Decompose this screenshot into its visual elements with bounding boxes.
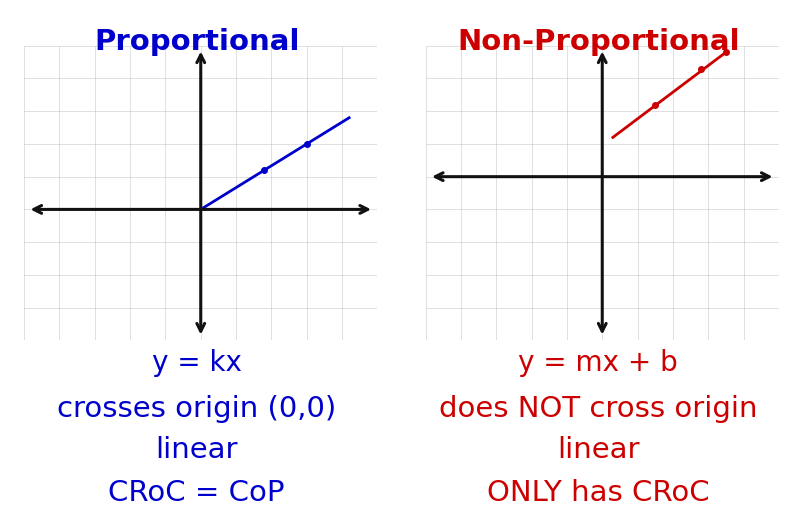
Text: y = kx: y = kx <box>152 349 241 377</box>
Text: y = mx + b: y = mx + b <box>518 349 677 377</box>
Text: ONLY has CRoC: ONLY has CRoC <box>486 479 709 507</box>
Text: Proportional: Proportional <box>94 28 299 56</box>
Text: linear: linear <box>156 435 237 464</box>
Text: Non-Proportional: Non-Proportional <box>456 28 739 56</box>
Text: crosses origin (0,0): crosses origin (0,0) <box>57 395 336 423</box>
Text: does NOT cross origin: does NOT cross origin <box>439 395 756 423</box>
Text: linear: linear <box>557 435 638 464</box>
Text: CRoC = CoP: CRoC = CoP <box>108 479 285 507</box>
